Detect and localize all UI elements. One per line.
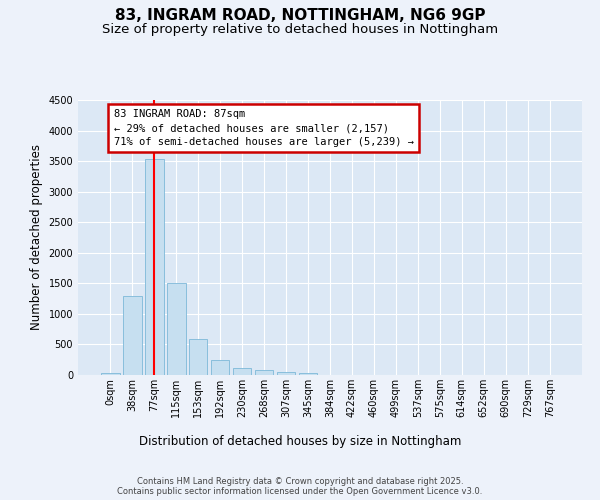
Bar [167, 284, 185, 375]
Bar [101, 373, 119, 375]
Bar [211, 360, 229, 375]
Bar [145, 158, 164, 375]
Bar [277, 372, 295, 375]
Bar [123, 296, 142, 375]
Y-axis label: Number of detached properties: Number of detached properties [30, 144, 43, 330]
Text: 83, INGRAM ROAD, NOTTINGHAM, NG6 9GP: 83, INGRAM ROAD, NOTTINGHAM, NG6 9GP [115, 8, 485, 22]
Text: Contains HM Land Registry data © Crown copyright and database right 2025.
Contai: Contains HM Land Registry data © Crown c… [118, 476, 482, 496]
Bar [255, 370, 274, 375]
Text: 83 INGRAM ROAD: 87sqm
← 29% of detached houses are smaller (2,157)
71% of semi-d: 83 INGRAM ROAD: 87sqm ← 29% of detached … [113, 109, 413, 147]
Bar [189, 339, 208, 375]
Text: Distribution of detached houses by size in Nottingham: Distribution of detached houses by size … [139, 435, 461, 448]
Bar [299, 373, 317, 375]
Bar [233, 368, 251, 375]
Text: Size of property relative to detached houses in Nottingham: Size of property relative to detached ho… [102, 22, 498, 36]
